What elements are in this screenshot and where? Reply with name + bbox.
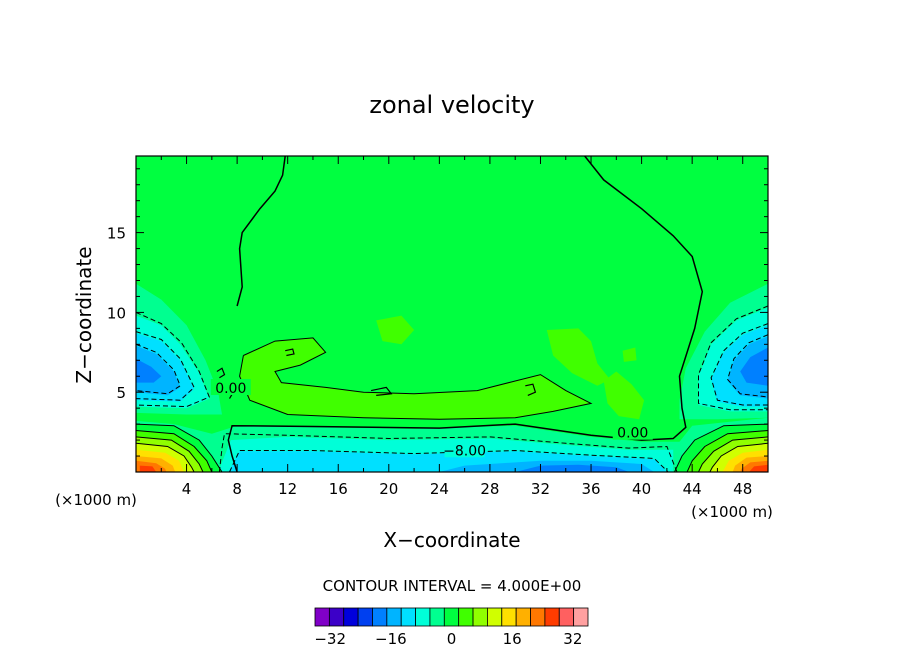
colorbar-swatch <box>343 607 359 627</box>
contour-pos16-left-jet <box>136 442 195 472</box>
x-tick-label: 28 <box>480 480 499 498</box>
contour-label-bg <box>210 379 251 396</box>
colorbar-swatch <box>544 607 560 627</box>
y-tick-label: 10 <box>107 304 126 322</box>
contour-interval-text: CONTOUR INTERVAL = 4.000E+00 <box>323 577 582 595</box>
contour-neg4-left <box>136 311 210 408</box>
field-patch-pos4-a <box>376 315 415 345</box>
contour-pos12-right-jet <box>698 436 768 472</box>
contour-pos8-right-jet <box>686 430 768 472</box>
contour-zero-loop-e <box>285 348 295 357</box>
x-unit-label-left: (×1000 m) <box>55 491 137 509</box>
contour-pos16-right-jet <box>709 442 768 472</box>
y-axis-label: Z−coordinate <box>72 246 96 383</box>
colorbar-swatch <box>573 607 589 627</box>
x-tick-label: 20 <box>379 480 398 498</box>
colorbar-tick-label: −16 <box>375 630 407 648</box>
x-tick-label: 40 <box>632 480 651 498</box>
colorbar-swatch <box>515 607 531 627</box>
field-interior-pos4 <box>239 337 591 420</box>
contour-neg8-right <box>710 323 768 406</box>
x-axis-label: X−coordinate <box>383 528 520 552</box>
contour-pos12-left-jet <box>136 436 204 472</box>
field-patch-pos4-d <box>603 371 645 420</box>
colorbar: −32 −16 0 16 32 <box>314 607 589 648</box>
field-right-lobe-neg20 <box>740 347 768 386</box>
field-patch-pos4-c <box>622 347 637 362</box>
colorbar-swatch <box>558 607 575 627</box>
plot-frame <box>135 155 769 473</box>
colorbar-swatch <box>472 607 488 627</box>
colorbar-swatch <box>357 607 373 627</box>
x-tick-label: 16 <box>329 480 348 498</box>
field-band-neg20 <box>515 464 629 472</box>
colorbar-swatch <box>458 607 474 627</box>
field-left-lobe-neg20 <box>136 358 162 383</box>
x-tick-label: 44 <box>683 480 702 498</box>
y-tick-label: 5 <box>116 384 126 402</box>
contour-label: 0.00 <box>617 426 648 442</box>
field-right-jet-pos32 <box>749 464 768 472</box>
field-patch-pos4-b <box>546 328 610 386</box>
contour-fields: 0.00 −8.00 0.00 <box>136 156 768 472</box>
colorbar-tick-label: 32 <box>563 630 582 648</box>
colorbar-tick-label: 0 <box>447 630 457 648</box>
colorbar-swatch <box>443 607 460 627</box>
y-tick-label: 15 <box>107 225 126 243</box>
colorbar-swatch <box>386 607 402 627</box>
x-tick-label: 12 <box>278 480 297 498</box>
contour-zero-main <box>227 156 704 472</box>
contour-label-bg <box>612 423 653 440</box>
x-tick-label: 24 <box>430 480 449 498</box>
contour-pos4-interior <box>239 337 593 420</box>
colorbar-swatch <box>415 607 431 627</box>
colorbar-swatch <box>372 607 388 627</box>
contour-pos8-left-jet <box>136 430 213 472</box>
field-left-jet-pos32 <box>139 465 157 472</box>
x-tick-label: 32 <box>531 480 550 498</box>
colorbar-swatch <box>501 607 517 627</box>
x-unit-label-right: (×1000 m) <box>691 503 773 521</box>
x-tick-label: 48 <box>733 480 752 498</box>
contour-neg4-right <box>698 305 768 411</box>
contour-pos4-left-jet <box>136 423 223 472</box>
x-tick-label: 8 <box>232 480 242 498</box>
contour-zero-upper-left <box>236 156 286 307</box>
colorbar-swatch <box>328 607 345 627</box>
colorbar-swatch <box>530 607 546 627</box>
chart-title: zonal velocity <box>369 91 534 119</box>
colorbar-swatch <box>314 607 330 627</box>
colorbar-swatch <box>487 607 503 627</box>
contour-label: −8.00 <box>443 443 486 459</box>
field-zero-band <box>136 156 768 472</box>
contour-neg12-right <box>727 334 768 398</box>
contour-zero-loop-d <box>370 386 393 396</box>
x-tick-label: 36 <box>581 480 600 498</box>
x-tick-label: 4 <box>182 480 192 498</box>
contour-neg12-left <box>136 343 181 395</box>
colorbar-tick-label: 16 <box>503 630 522 648</box>
field-left-lobe-neg16 <box>136 345 181 396</box>
contour-zero-loop-c <box>525 383 537 396</box>
contour-label: 0.00 <box>215 381 246 397</box>
colorbar-tick-label: −32 <box>314 630 346 648</box>
colorbar-swatch <box>400 607 416 627</box>
contour-zero-loop-a <box>216 367 226 379</box>
contour-label-bg <box>444 441 485 458</box>
colorbar-swatch <box>429 607 445 627</box>
contour-pos4-right-jet <box>674 423 768 472</box>
